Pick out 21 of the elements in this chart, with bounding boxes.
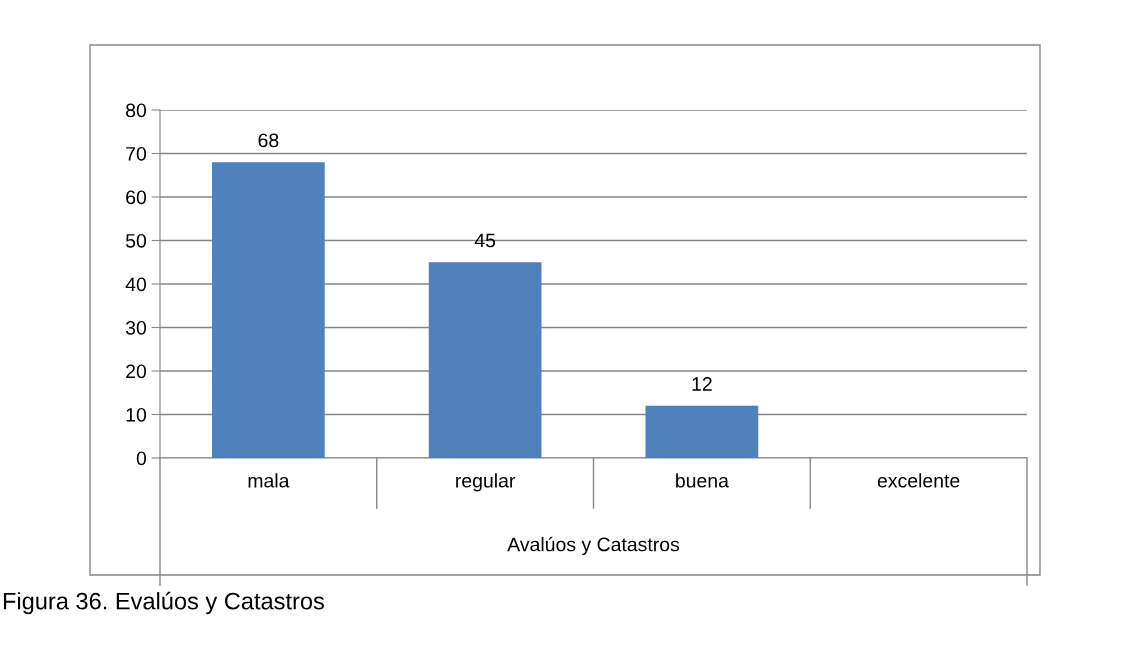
y-tick-label: 80 <box>126 103 147 118</box>
x-tick-label: excelente <box>877 473 960 488</box>
x-tick-label: mala <box>248 473 290 488</box>
data-label: 68 <box>258 133 279 148</box>
data-label: 12 <box>692 377 712 391</box>
y-tick-label: 40 <box>125 277 147 292</box>
bar <box>212 162 325 458</box>
text: Figura 36. Evalúos y Catastros <box>3 591 324 615</box>
x-tick-label: buena <box>676 473 729 488</box>
y-tick-label: 50 <box>125 233 147 248</box>
y-tick-label: 10 <box>126 407 147 422</box>
bar <box>645 405 759 458</box>
bar <box>428 262 542 458</box>
x-tick-label: regular <box>456 473 516 492</box>
y-tick-label: 70 <box>126 146 147 161</box>
y-tick-label: 0 <box>136 451 147 466</box>
data-label: 45 <box>474 233 496 248</box>
y-tick-label: 20 <box>126 364 147 379</box>
x-axis-title: Avalúos y Catastros <box>507 536 680 556</box>
y-tick-label: 30 <box>125 320 147 335</box>
y-tick-label: 60 <box>126 190 147 205</box>
